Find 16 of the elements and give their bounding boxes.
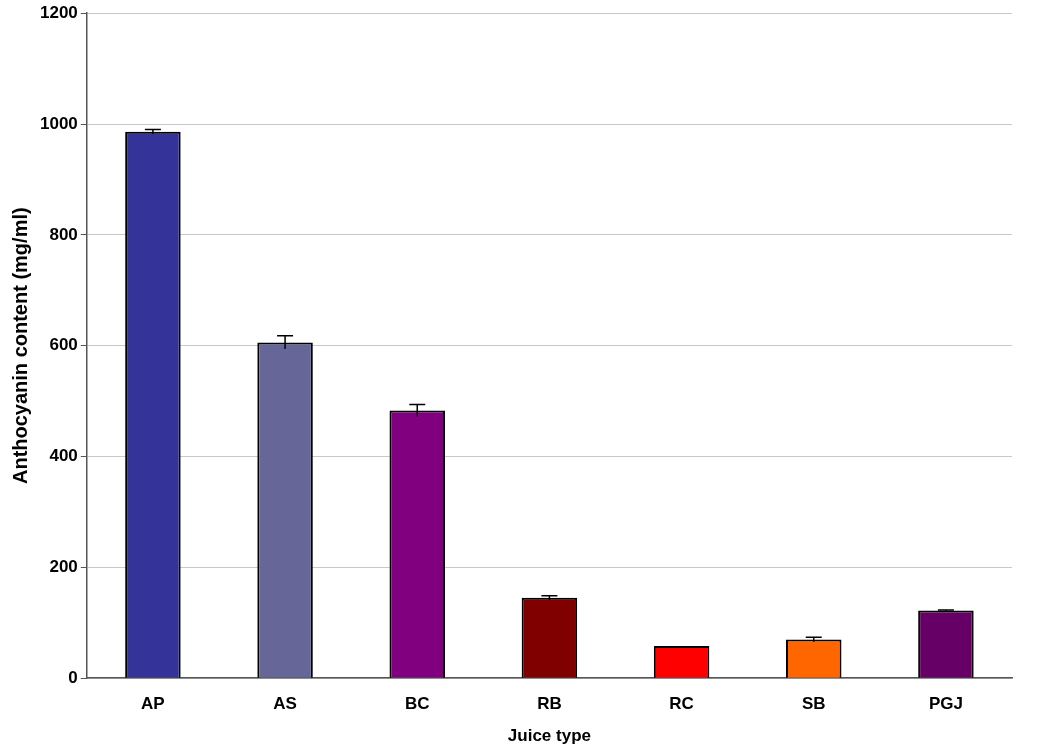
x-tick-label: RC [669,694,694,714]
y-axis-title: Anthocyanin content (mg/ml) [8,207,31,485]
y-tick-label: 600 [49,335,78,355]
x-tick-label: BC [404,694,430,714]
x-tick-label: AP [141,694,165,714]
y-tick-label: 800 [49,224,78,244]
x-tick-label: SB [801,694,826,714]
y-tick-label: 1200 [39,2,78,22]
y-tick-label: 400 [49,446,78,466]
x-tick-label: PGJ [928,694,963,714]
x-tick-label: AS [273,694,297,714]
x-tick-label: RB [537,694,562,714]
y-tick-label: 200 [49,557,78,577]
x-axis-title: Juice type [507,726,591,746]
y-tick-label: 1000 [39,113,78,133]
y-tick-label: 0 [68,667,78,687]
